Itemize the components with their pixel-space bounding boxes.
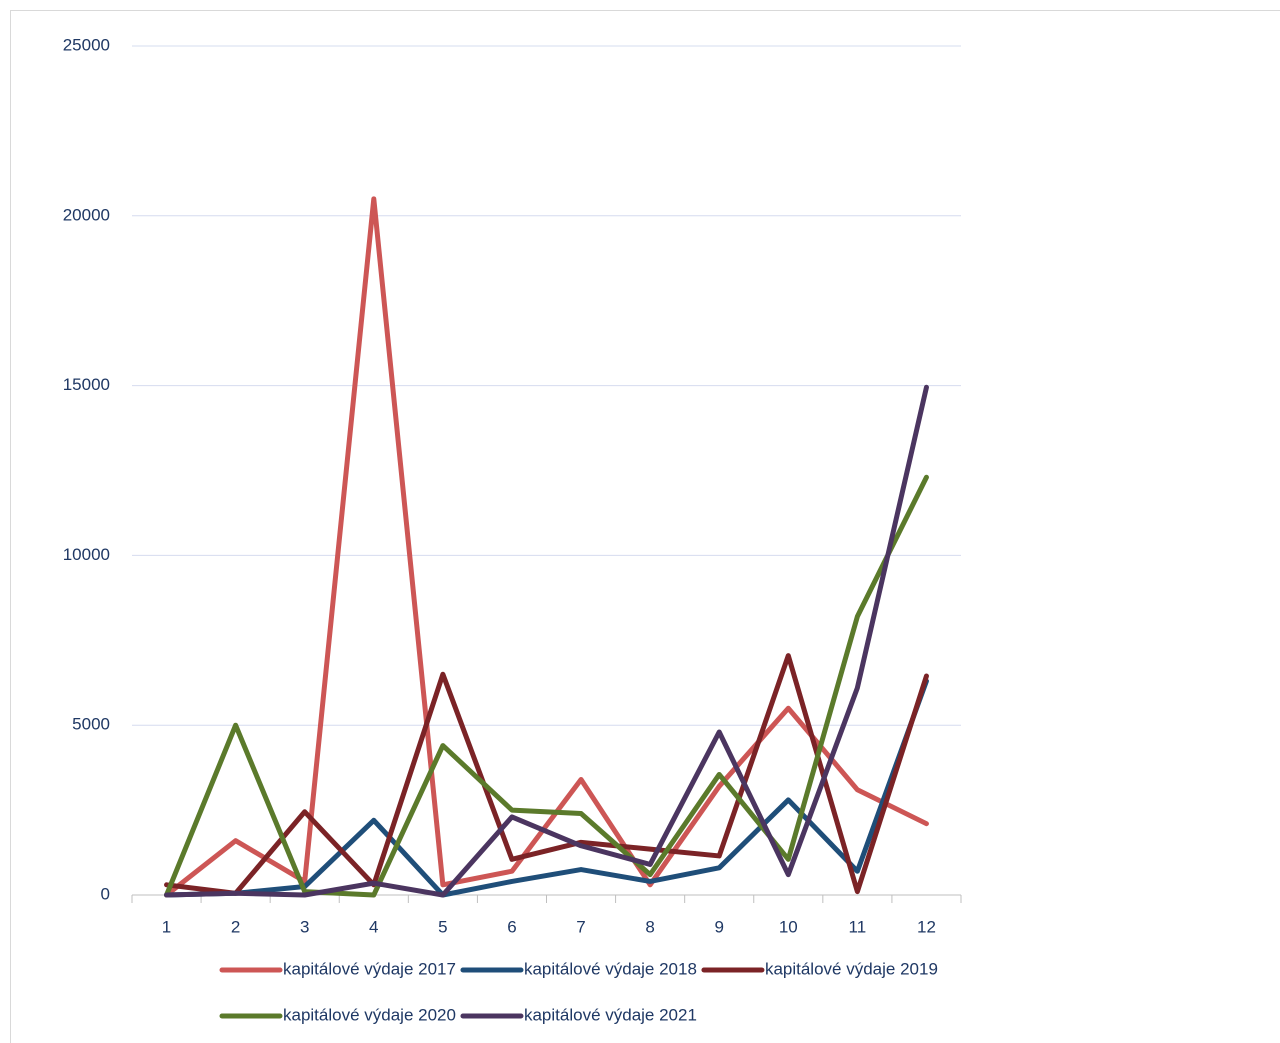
legend-label: kapitálové výdaje 2018 bbox=[524, 959, 697, 978]
series-line bbox=[164, 196, 929, 898]
x-tick-label: 2 bbox=[231, 917, 240, 936]
chart-border bbox=[10, 10, 1280, 1043]
x-tick-label: 4 bbox=[369, 917, 378, 936]
legend-label: kapitálové výdaje 2019 bbox=[765, 959, 938, 978]
series-line bbox=[164, 474, 929, 898]
x-tick-label: 8 bbox=[645, 917, 654, 936]
x-tick-label: 3 bbox=[300, 917, 309, 936]
legend-label: kapitálové výdaje 2017 bbox=[283, 959, 456, 978]
legend-label: kapitálové výdaje 2020 bbox=[283, 1005, 456, 1024]
y-tick-label: 15000 bbox=[63, 375, 110, 394]
y-tick-label: 5000 bbox=[72, 715, 110, 734]
y-tick-label: 10000 bbox=[63, 545, 110, 564]
series-line bbox=[164, 384, 929, 898]
x-tick-label: 7 bbox=[576, 917, 585, 936]
series-line bbox=[164, 653, 929, 896]
x-tick-label: 12 bbox=[917, 917, 936, 936]
x-tick-label: 9 bbox=[714, 917, 723, 936]
x-tick-label: 11 bbox=[849, 917, 867, 936]
y-tick-label: 0 bbox=[101, 884, 110, 903]
x-tick-label: 5 bbox=[438, 917, 447, 936]
series-line bbox=[164, 678, 929, 898]
y-tick-label: 25000 bbox=[63, 35, 110, 54]
x-tick-label: 10 bbox=[779, 917, 798, 936]
legend-label: kapitálové výdaje 2021 bbox=[524, 1005, 697, 1024]
x-tick-label: 1 bbox=[162, 917, 171, 936]
y-tick-label: 20000 bbox=[63, 205, 110, 224]
x-tick-label: 6 bbox=[507, 917, 516, 936]
